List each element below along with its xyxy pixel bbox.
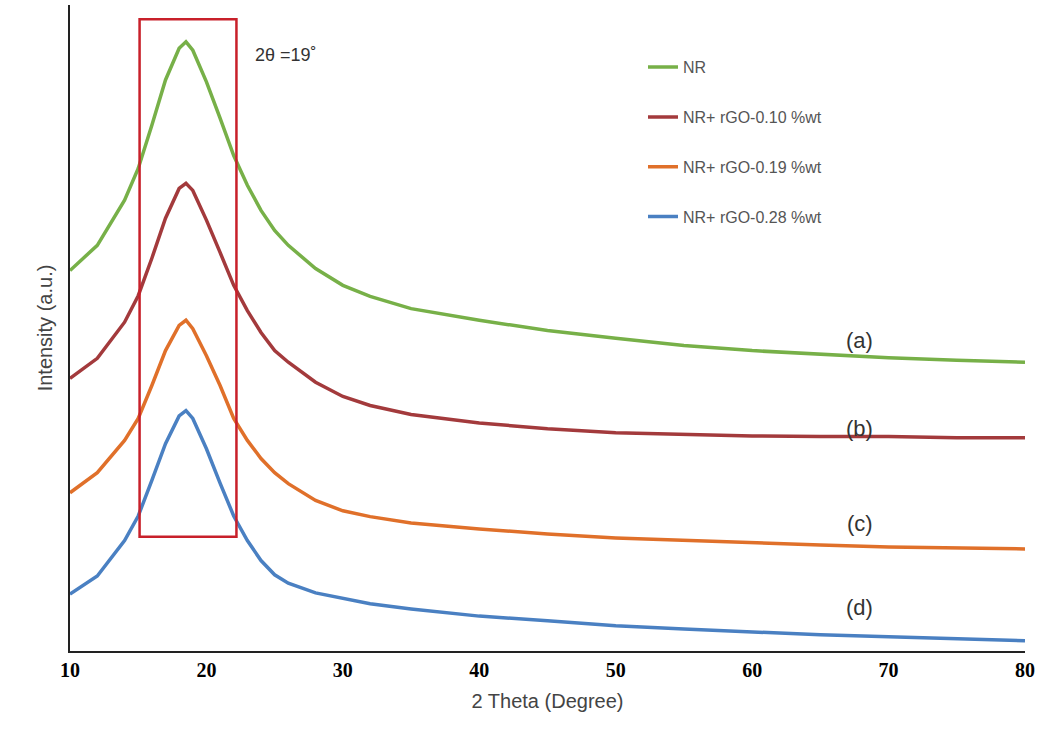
svg-text:20: 20: [196, 659, 216, 681]
svg-text:70: 70: [879, 659, 899, 681]
svg-text:2 Theta (Degree): 2 Theta (Degree): [472, 690, 624, 712]
svg-text:80: 80: [1015, 659, 1035, 681]
svg-text:NR+ rGO-0.19 %wt: NR+ rGO-0.19 %wt: [683, 159, 822, 176]
svg-text:Intensity (a.u.): Intensity (a.u.): [34, 265, 56, 392]
svg-text:60: 60: [742, 659, 762, 681]
svg-text:NR: NR: [683, 59, 706, 76]
svg-text:(d): (d): [846, 595, 873, 620]
svg-text:NR+ rGO-0.28 %wt: NR+ rGO-0.28 %wt: [683, 209, 822, 226]
svg-text:NR+ rGO-0.10 %wt: NR+ rGO-0.10 %wt: [683, 109, 822, 126]
svg-text:40: 40: [469, 659, 489, 681]
svg-text:10: 10: [60, 659, 80, 681]
svg-text:(c): (c): [847, 511, 873, 536]
svg-text:50: 50: [606, 659, 626, 681]
svg-text:(b): (b): [846, 416, 873, 441]
svg-text:30: 30: [333, 659, 353, 681]
svg-text:2θ =19˚: 2θ =19˚: [255, 45, 317, 65]
svg-text:(a): (a): [846, 328, 873, 353]
